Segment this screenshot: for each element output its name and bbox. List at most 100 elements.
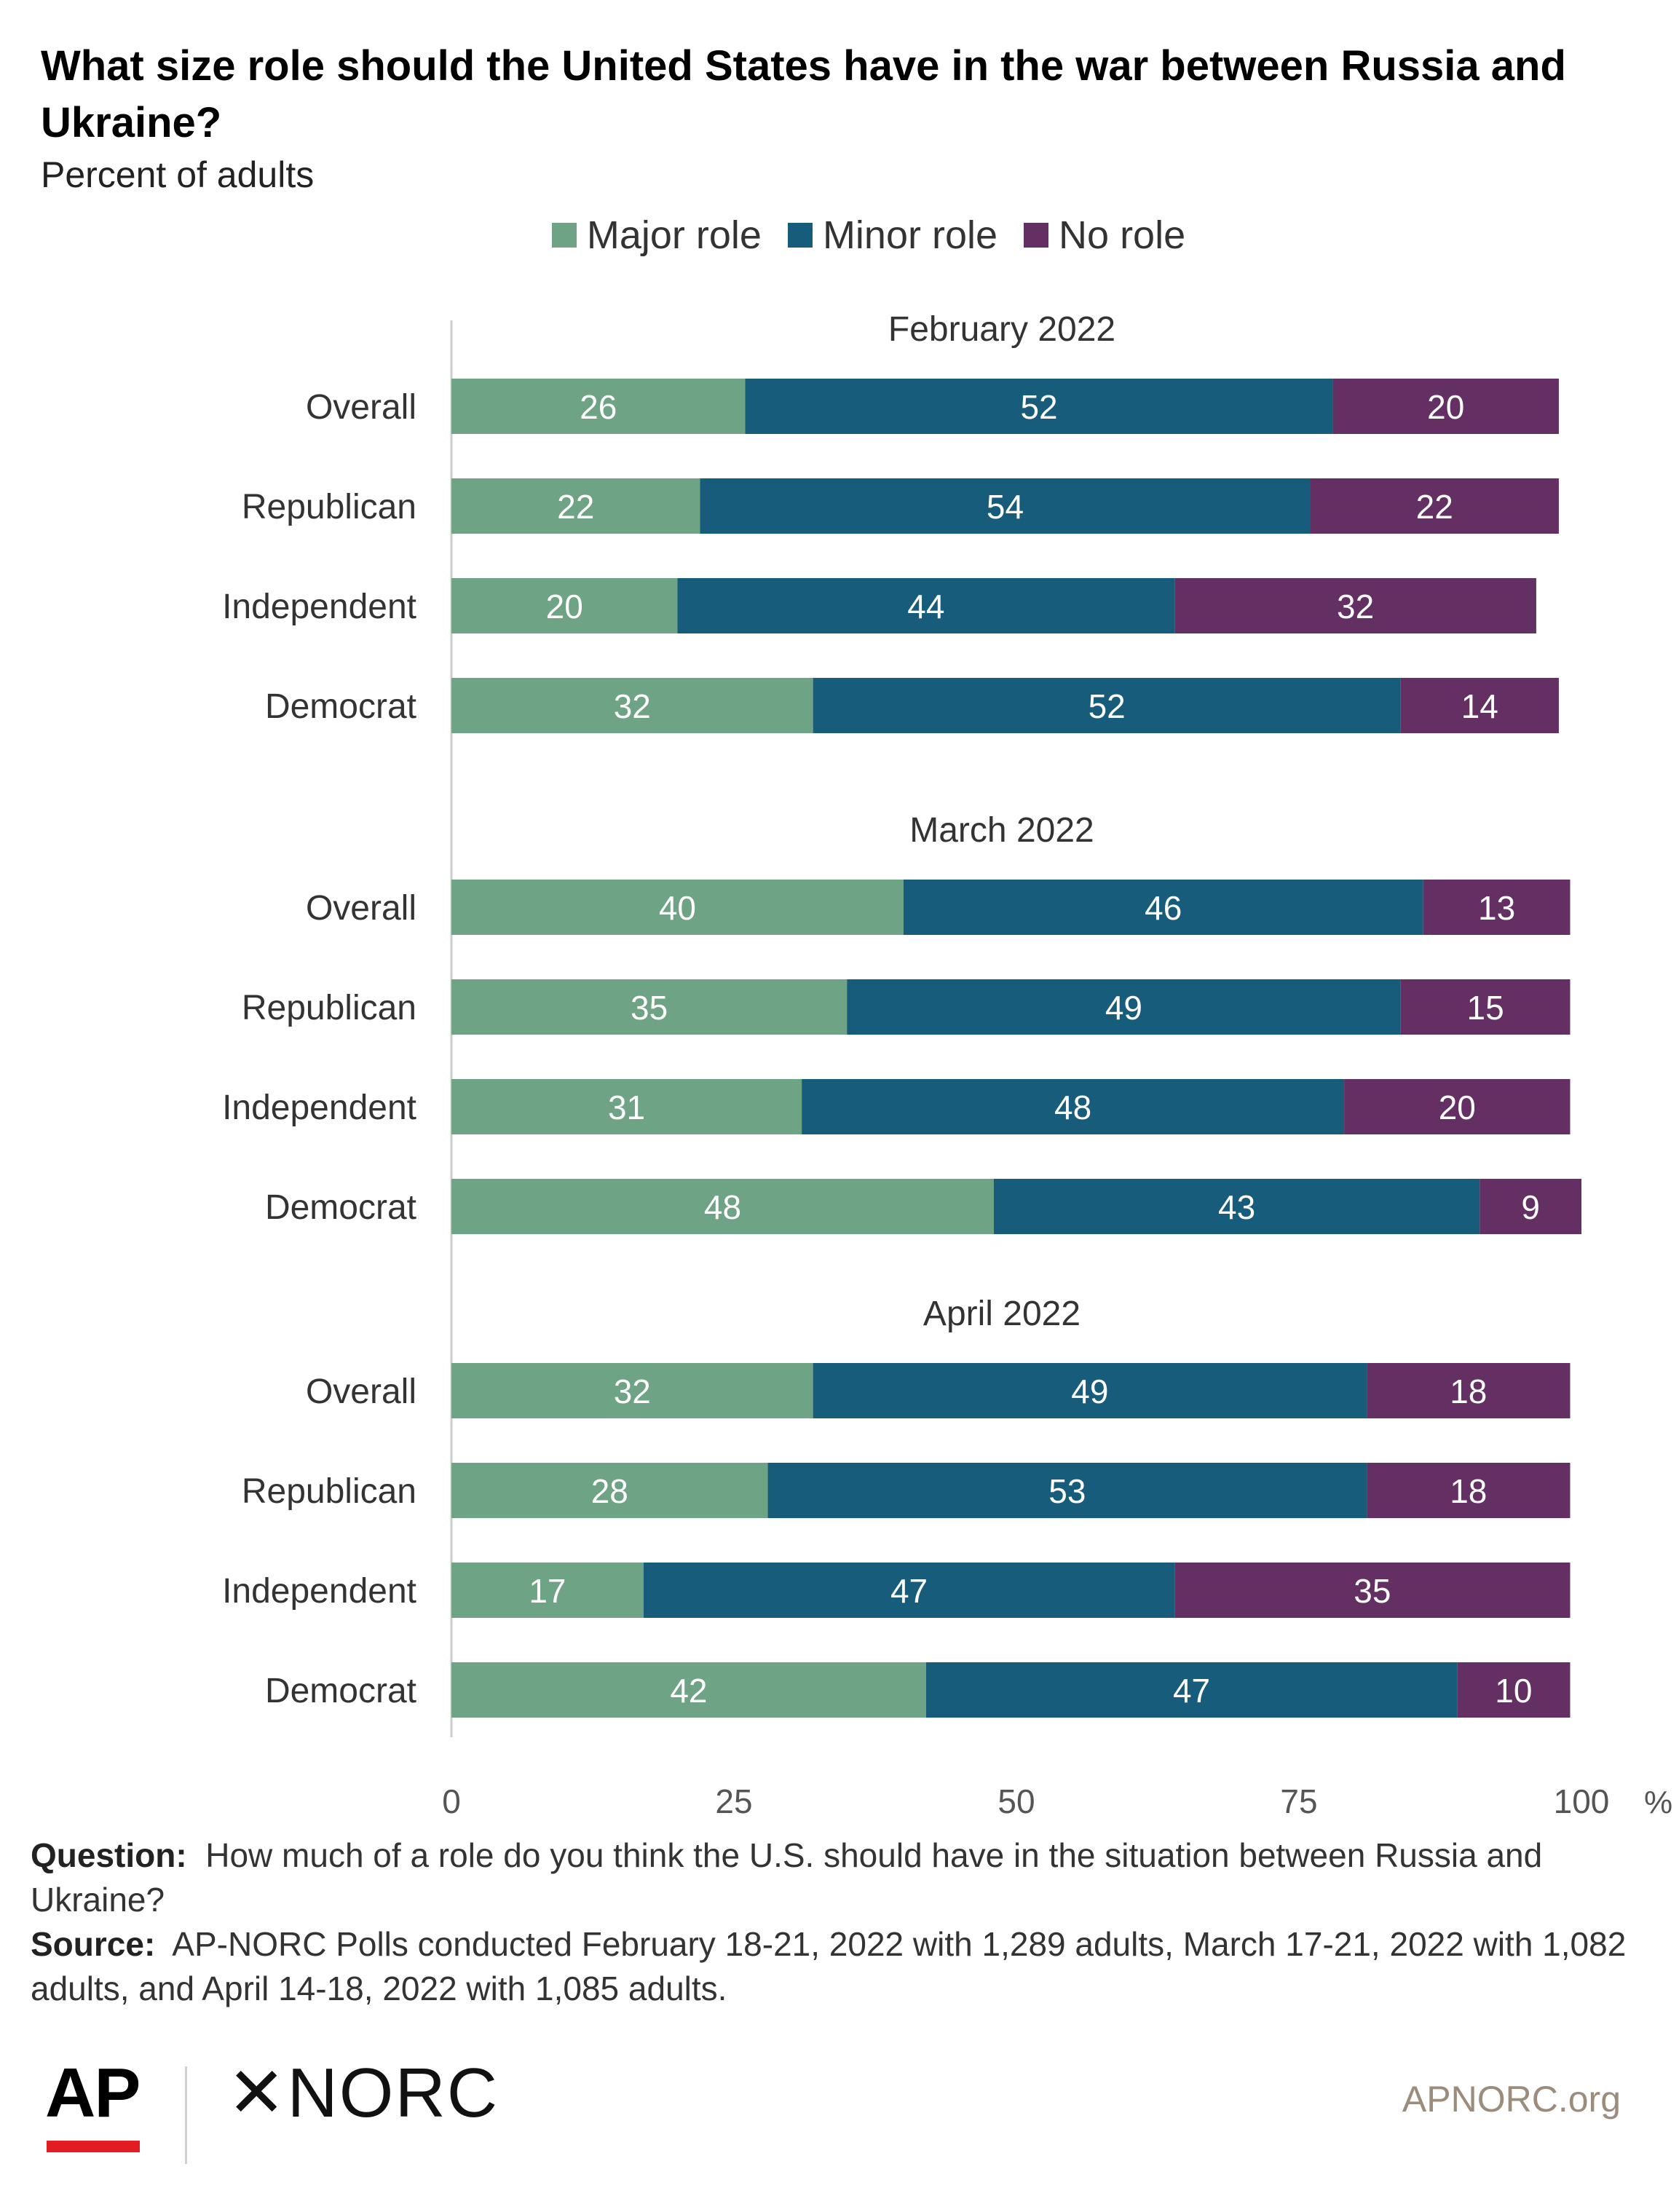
category-label: Overall — [306, 1372, 416, 1411]
bar-segment-major — [451, 1363, 813, 1418]
bar-segment-minor — [903, 880, 1423, 935]
x-tick-label: 100 — [1554, 1782, 1610, 1820]
x-tick-label: 50 — [997, 1782, 1035, 1820]
bar-segment-major — [451, 1179, 994, 1234]
data-label: 22 — [557, 488, 594, 526]
category-label: Independent — [222, 1089, 416, 1127]
data-label: 17 — [529, 1572, 566, 1610]
data-label: 13 — [1478, 889, 1515, 927]
legend-item-minor: Minor role — [787, 213, 998, 258]
bar-segment-none — [1367, 1463, 1571, 1518]
data-label: 15 — [1466, 989, 1504, 1027]
logo-divider — [185, 2066, 187, 2164]
bar-segment-major — [451, 1463, 768, 1518]
x-tick-label: 75 — [1280, 1782, 1317, 1820]
x-tick-label: 25 — [715, 1782, 752, 1820]
bar-segment-none — [1457, 1662, 1571, 1718]
data-label: 9 — [1521, 1188, 1540, 1226]
bar-segment-none — [1174, 578, 1536, 633]
bar-segment-minor — [802, 1079, 1345, 1134]
chart-notes: Question: How much of a role do you thin… — [31, 1833, 1647, 2011]
bar-segment-major — [451, 880, 904, 935]
data-label: 54 — [987, 488, 1024, 526]
data-label: 43 — [1218, 1188, 1255, 1226]
data-label: 52 — [1089, 687, 1126, 725]
bar-segment-minor — [847, 979, 1401, 1035]
bar-segment-minor — [813, 1363, 1367, 1418]
group-label: April 2022 — [923, 1295, 1081, 1333]
data-label: 46 — [1145, 889, 1182, 927]
group-label: March 2022 — [909, 811, 1094, 850]
data-label: 44 — [907, 588, 944, 625]
footer-logos: AP ✕NORC — [45, 2053, 773, 2164]
source-note: Source: AP-NORC Polls conducted February… — [31, 1922, 1647, 2011]
bar-segment-minor — [677, 578, 1175, 633]
bar-segment-none — [1332, 379, 1559, 434]
bar-segment-minor — [813, 678, 1401, 733]
data-label: 40 — [659, 889, 696, 927]
bar-segment-major — [451, 578, 678, 633]
data-label: 47 — [1173, 1672, 1210, 1710]
stacked-bar-chart: February 2022 Overall 26 52 20 Republican 22 54… — [222, 310, 1672, 1820]
bar-segment-none — [1400, 678, 1559, 733]
category-label: Republican — [242, 1472, 416, 1511]
data-label: 32 — [614, 1372, 651, 1410]
source-text: AP-NORC Polls conducted February 18-21, … — [31, 1925, 1627, 2007]
data-label: 10 — [1495, 1672, 1532, 1710]
norc-logo: ✕NORC — [227, 2054, 499, 2132]
data-label: 20 — [1427, 388, 1464, 426]
question-text: How much of a role do you think the U.S.… — [31, 1836, 1543, 1919]
category-label: Republican — [242, 989, 416, 1027]
chart-subtitle: Percent of adults — [41, 154, 315, 195]
group-label: February 2022 — [888, 310, 1115, 349]
bar-segment-minor — [767, 1463, 1367, 1518]
bar-segment-minor — [925, 1662, 1458, 1718]
data-label: 22 — [1416, 488, 1453, 526]
data-label: 49 — [1105, 989, 1142, 1027]
x-tick-label: 0 — [442, 1782, 461, 1820]
bar-segment-minor — [643, 1563, 1175, 1618]
bar-segment-major — [451, 1079, 802, 1134]
bar-segment-none — [1344, 1079, 1571, 1134]
legend-label-none: No role — [1059, 213, 1186, 257]
data-label: 49 — [1071, 1372, 1108, 1410]
bar-segment-major — [451, 1662, 926, 1718]
question-label: Question: — [31, 1836, 187, 1874]
bar-segment-none — [1367, 1363, 1571, 1418]
data-label: 20 — [546, 588, 583, 625]
category-label: Democrat — [265, 687, 416, 726]
data-label: 20 — [1439, 1089, 1476, 1126]
data-label: 18 — [1450, 1372, 1487, 1410]
bar-segment-major — [451, 379, 746, 434]
x-axis-unit: % — [1644, 1785, 1672, 1820]
data-label: 32 — [1337, 588, 1374, 625]
site-link[interactable]: APNORC.org — [1402, 2079, 1621, 2120]
category-label: Democrat — [265, 1188, 416, 1227]
ap-logo-underline — [47, 2141, 140, 2152]
data-label: 48 — [704, 1188, 741, 1226]
data-label: 48 — [1054, 1089, 1091, 1126]
bar-segment-major — [451, 678, 813, 733]
legend-item-major: Major role — [551, 213, 762, 258]
bar-segment-minor — [745, 379, 1333, 434]
legend-label-minor: Minor role — [822, 213, 998, 257]
bar-segment-major — [451, 979, 848, 1035]
bar-segment-none — [1423, 880, 1571, 935]
bar-segment-minor — [700, 478, 1311, 534]
legend-swatch-minor — [787, 223, 813, 248]
category-label: Overall — [306, 388, 416, 427]
data-label: 32 — [614, 687, 651, 725]
legend-item-none: No role — [1024, 213, 1185, 258]
data-label: 35 — [1354, 1572, 1391, 1610]
data-label: 53 — [1048, 1472, 1086, 1510]
bar-segment-none — [1400, 979, 1571, 1035]
data-label: 18 — [1450, 1472, 1487, 1510]
source-label: Source: — [31, 1925, 156, 1963]
bar-segment-minor — [993, 1179, 1480, 1234]
data-label: 26 — [580, 388, 617, 426]
category-label: Independent — [222, 588, 416, 626]
legend-label-major: Major role — [586, 213, 762, 257]
chart-title: What size role should the United States … — [41, 42, 1566, 146]
bar-segment-none — [1480, 1179, 1581, 1234]
bar-segment-none — [1310, 478, 1559, 534]
